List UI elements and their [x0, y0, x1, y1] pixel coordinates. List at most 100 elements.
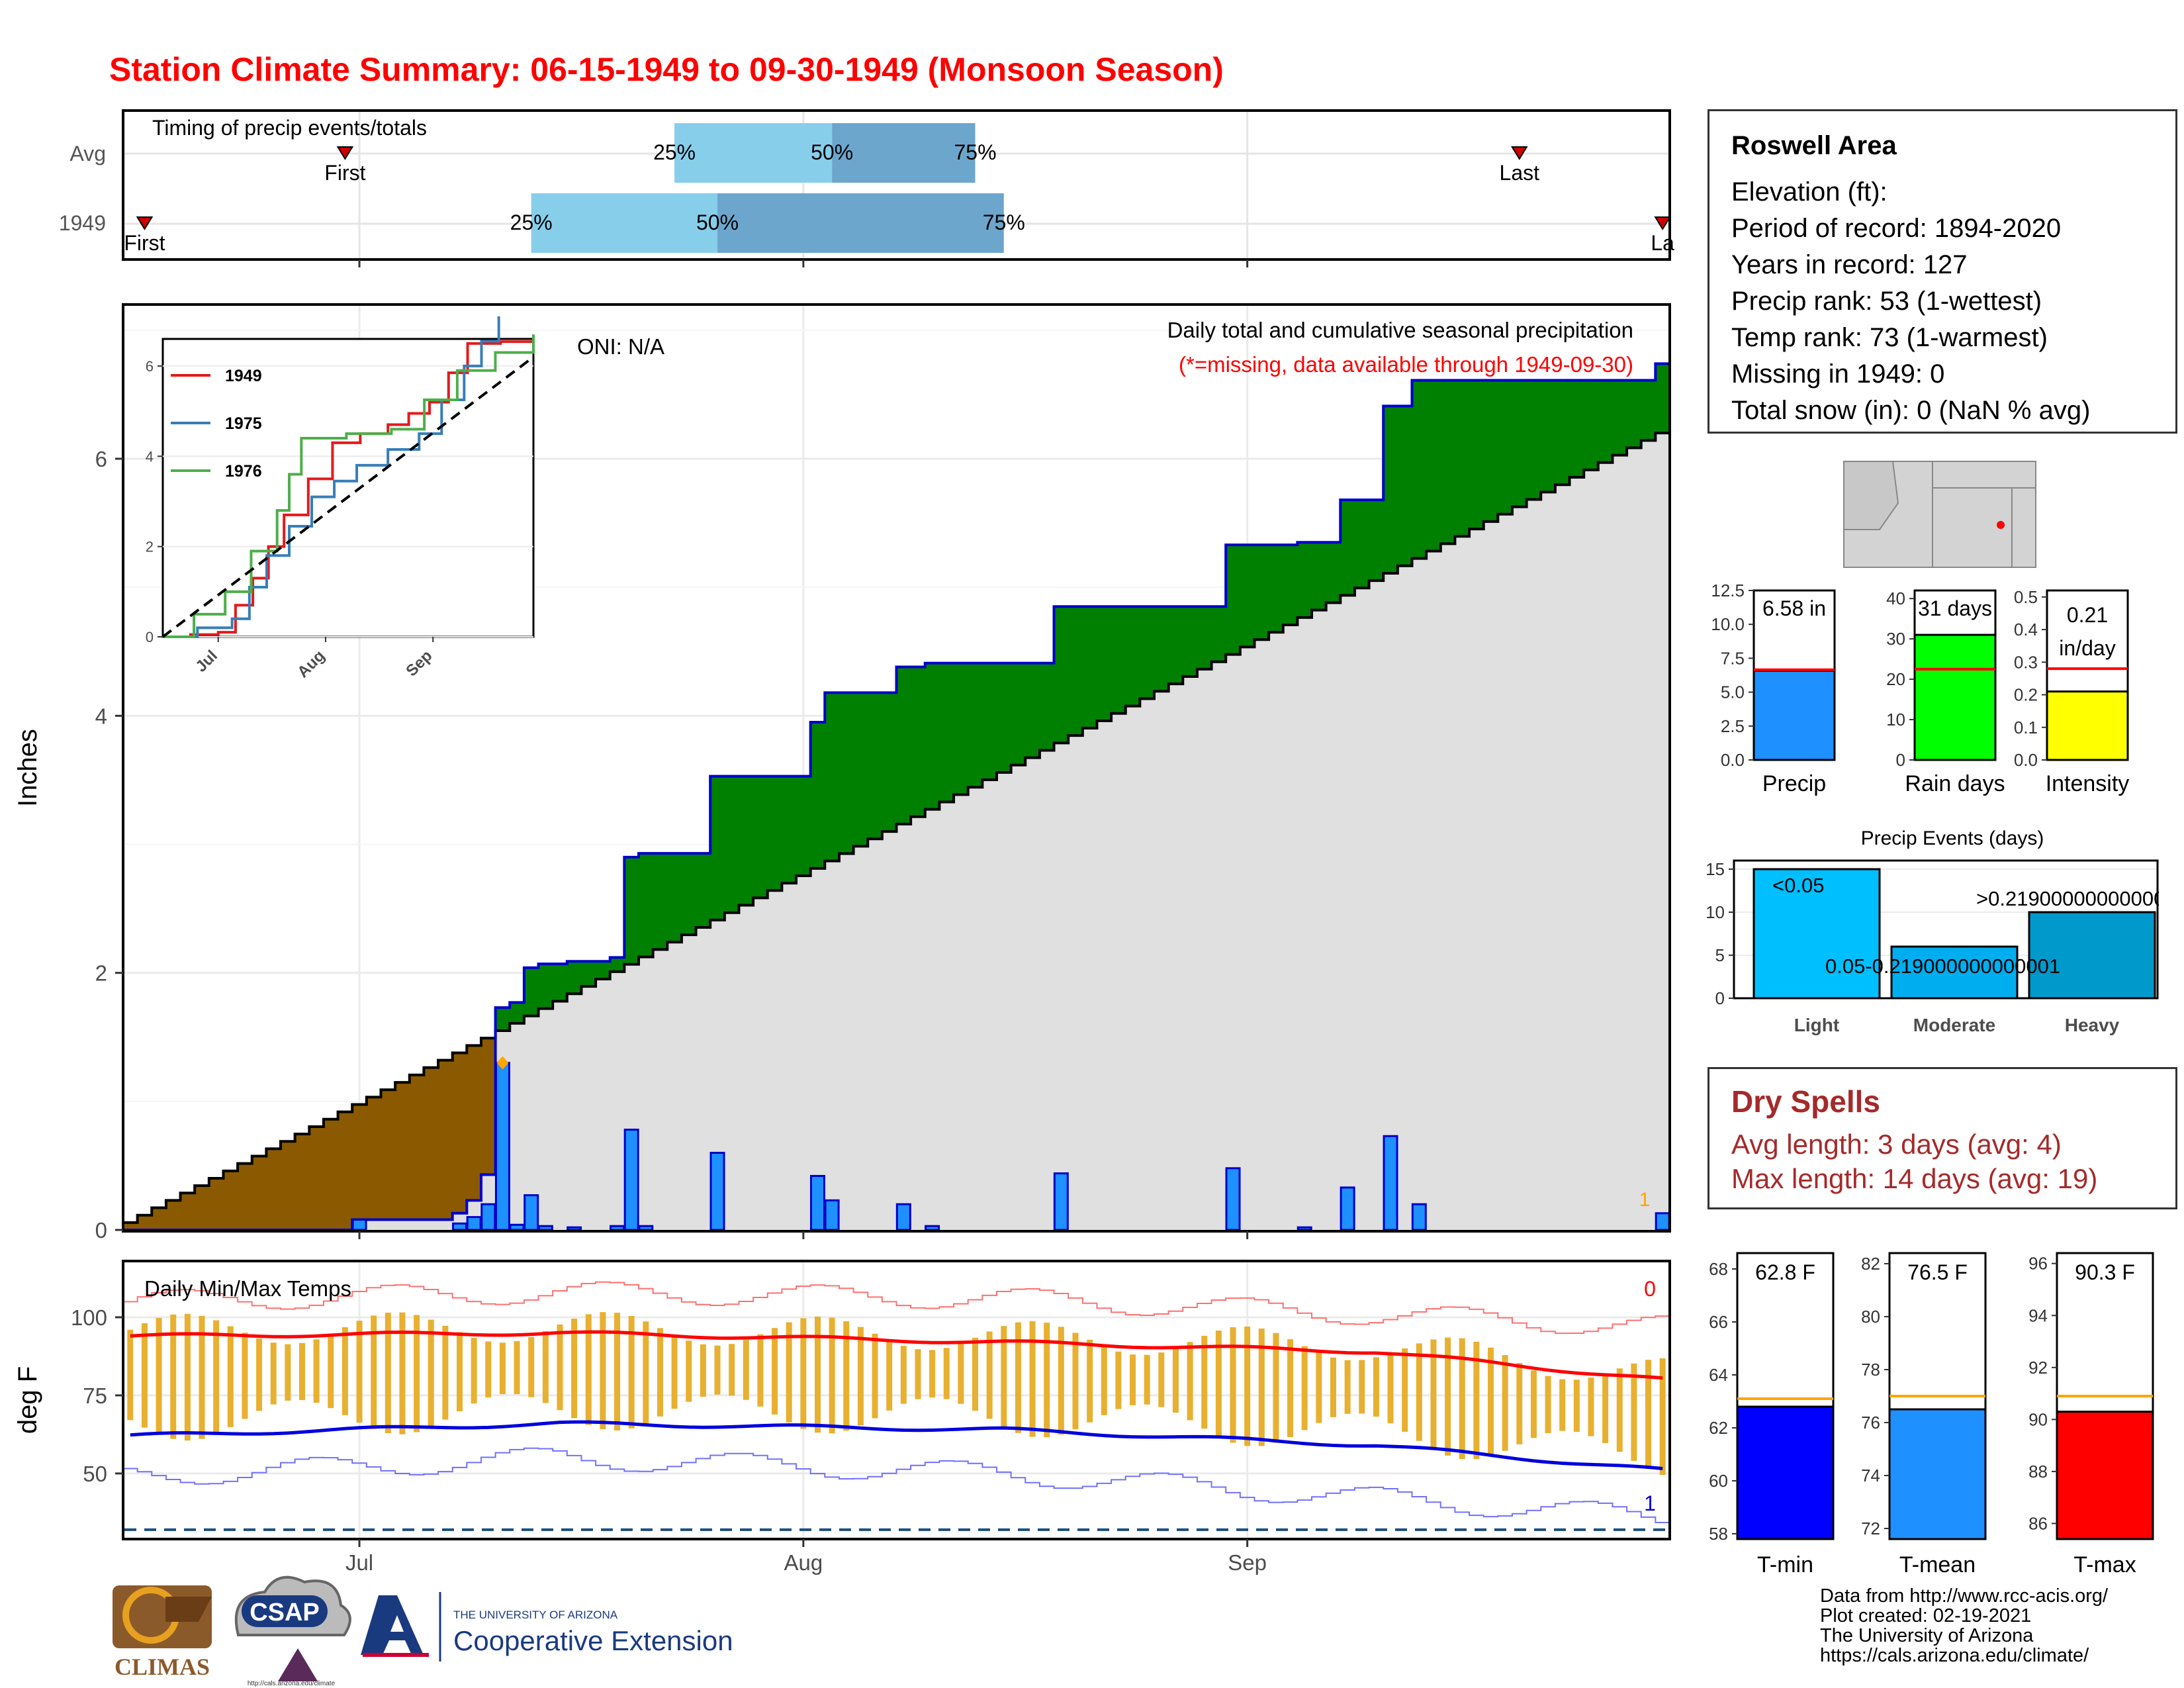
temp-chart-bar [2056, 1411, 2154, 1540]
daily-precip-bar [537, 1225, 553, 1231]
temp-chart-tick-label: 94 [2028, 1305, 2048, 1325]
surplus-area [1254, 545, 1269, 640]
daily-temp-range-bar [1631, 1363, 1637, 1461]
mini-chart-value-label: 6.58 in [1762, 596, 1826, 620]
temp-chart-tick-label: 72 [1861, 1519, 1880, 1538]
daily-temp-range-bar [298, 1342, 305, 1401]
temp-chart-name: T-max [2073, 1552, 2136, 1577]
daily-temp-range-bar [1387, 1353, 1394, 1424]
surplus-area [710, 776, 725, 920]
deficit-area [480, 1038, 496, 1175]
mini-chart-rain-days: 0 10 20 30 40 31 days Rain days [1886, 588, 2005, 796]
daily-temp-range-bar [528, 1336, 535, 1397]
mini-chart-value-label-line1: 0.21 [2067, 603, 2108, 627]
mini-chart-tick-label: 40 [1886, 588, 1905, 608]
first-event-marker [136, 216, 154, 230]
daily-temp-range-bar [242, 1333, 248, 1419]
deficit-area [152, 1207, 167, 1230]
temp-chart-tick-label: 88 [2028, 1462, 2048, 1481]
footer-line-3: The University of Arizona [1820, 1625, 2034, 1646]
x-tick-label: Sep [1228, 1550, 1267, 1575]
precip-y-tick-label: 4 [95, 704, 107, 728]
mini-chart-tick-label: 2.5 [1721, 716, 1745, 736]
daily-precip-bar [1340, 1186, 1355, 1231]
surplus-area [796, 776, 811, 876]
daily-temp-range-bar [1144, 1354, 1150, 1405]
surplus-area [1512, 380, 1527, 507]
surplus-area [853, 692, 868, 847]
surplus-area [724, 776, 740, 913]
daily-temp-range-bar [442, 1325, 449, 1420]
daily-temp-range-bar [1287, 1339, 1294, 1438]
svg-text:CLIMAS: CLIMAS [114, 1654, 210, 1680]
daily-precip-bar [1053, 1172, 1069, 1231]
mini-chart-bar [1913, 633, 1997, 761]
surplus-area [939, 663, 954, 802]
surplus-area [1240, 545, 1255, 647]
station-precip-rank: Precip rank: 53 (1-wettest) [1731, 287, 2042, 316]
first-event-label: First [324, 161, 365, 185]
surplus-area [1297, 542, 1312, 618]
dry-spells-avg: Avg length: 3 days (avg: 4) [1731, 1129, 2062, 1160]
surplus-area [825, 692, 840, 861]
oni-label: ONI: N/A [577, 334, 664, 359]
x-tick-label: Aug [784, 1550, 823, 1575]
surplus-area [810, 722, 825, 868]
mini-chart-name: Rain days [1905, 771, 2005, 796]
surplus-area [782, 776, 797, 884]
daily-temp-range-bar [313, 1339, 320, 1403]
deficit-area [165, 1200, 181, 1230]
mini-chart-tick-label: 0.4 [2014, 620, 2038, 639]
daily-precip-bar [1411, 1203, 1427, 1231]
surplus-area [896, 667, 911, 824]
southwest-locator-map [1843, 461, 2036, 568]
event-bar-light [1752, 868, 1881, 1000]
station-years: Years in record: 127 [1731, 250, 1968, 279]
surplus-area [1455, 380, 1470, 537]
inset-series-1976 [163, 334, 535, 638]
daily-temp-range-bar [485, 1341, 492, 1398]
daily-temp-range-bar [341, 1327, 348, 1415]
surplus-area [1140, 606, 1155, 699]
surplus-area [1068, 606, 1083, 736]
surplus-area [681, 853, 697, 935]
deficit-area [266, 1149, 281, 1230]
daily-temp-range-bar [1244, 1326, 1251, 1446]
daily-precip-bar [610, 1225, 625, 1231]
events-y-tick-label: 0 [1715, 988, 1725, 1008]
daily-temp-range-bar [600, 1312, 606, 1430]
daily-temp-range-bar [1459, 1338, 1465, 1460]
record-low-line [123, 1447, 1670, 1523]
surplus-area [1469, 380, 1484, 530]
daily-temp-range-bar [1258, 1328, 1265, 1446]
mini-chart-tick-label: 0.2 [2014, 685, 2038, 705]
timing-q50-label: 50% [696, 211, 739, 234]
csap-logo: CSAP http://cals.arizona.edu/climate [234, 1575, 351, 1687]
daily-temp-range-bar [1402, 1348, 1408, 1432]
daily-precip-bar [466, 1216, 482, 1231]
surplus-area [538, 964, 553, 1009]
daily-temp-range-bar [714, 1345, 721, 1395]
mini-chart-name: Precip [1762, 771, 1826, 796]
temp-chart-bar [1736, 1405, 1835, 1540]
daily-temp-range-bar [170, 1314, 177, 1439]
daily-temp-range-bar [686, 1340, 692, 1402]
daily-temp-range-bar [1488, 1347, 1494, 1456]
daily-temp-range-bar [1172, 1348, 1179, 1413]
surplus-area [1584, 380, 1599, 470]
daily-temp-range-bar [1473, 1341, 1480, 1460]
timing-q75-label: 75% [983, 211, 1025, 234]
daily-temp-range-bar [614, 1313, 621, 1430]
mini-chart-tick-label: 7.5 [1721, 648, 1745, 668]
mini-chart-tick-label: 0.3 [2014, 652, 2038, 672]
surplus-area [954, 663, 969, 795]
daily-precip-bar [925, 1225, 940, 1231]
surplus-area [1011, 663, 1026, 765]
precip-events-chart: Precip Events (days) Light Moderate Heavy <… [1706, 827, 2184, 1035]
temp-chart-name: T-min [1757, 1552, 1813, 1577]
deficit-area [281, 1141, 296, 1230]
surplus-area [624, 857, 639, 964]
inset-legend-label: 1976 [225, 462, 262, 481]
